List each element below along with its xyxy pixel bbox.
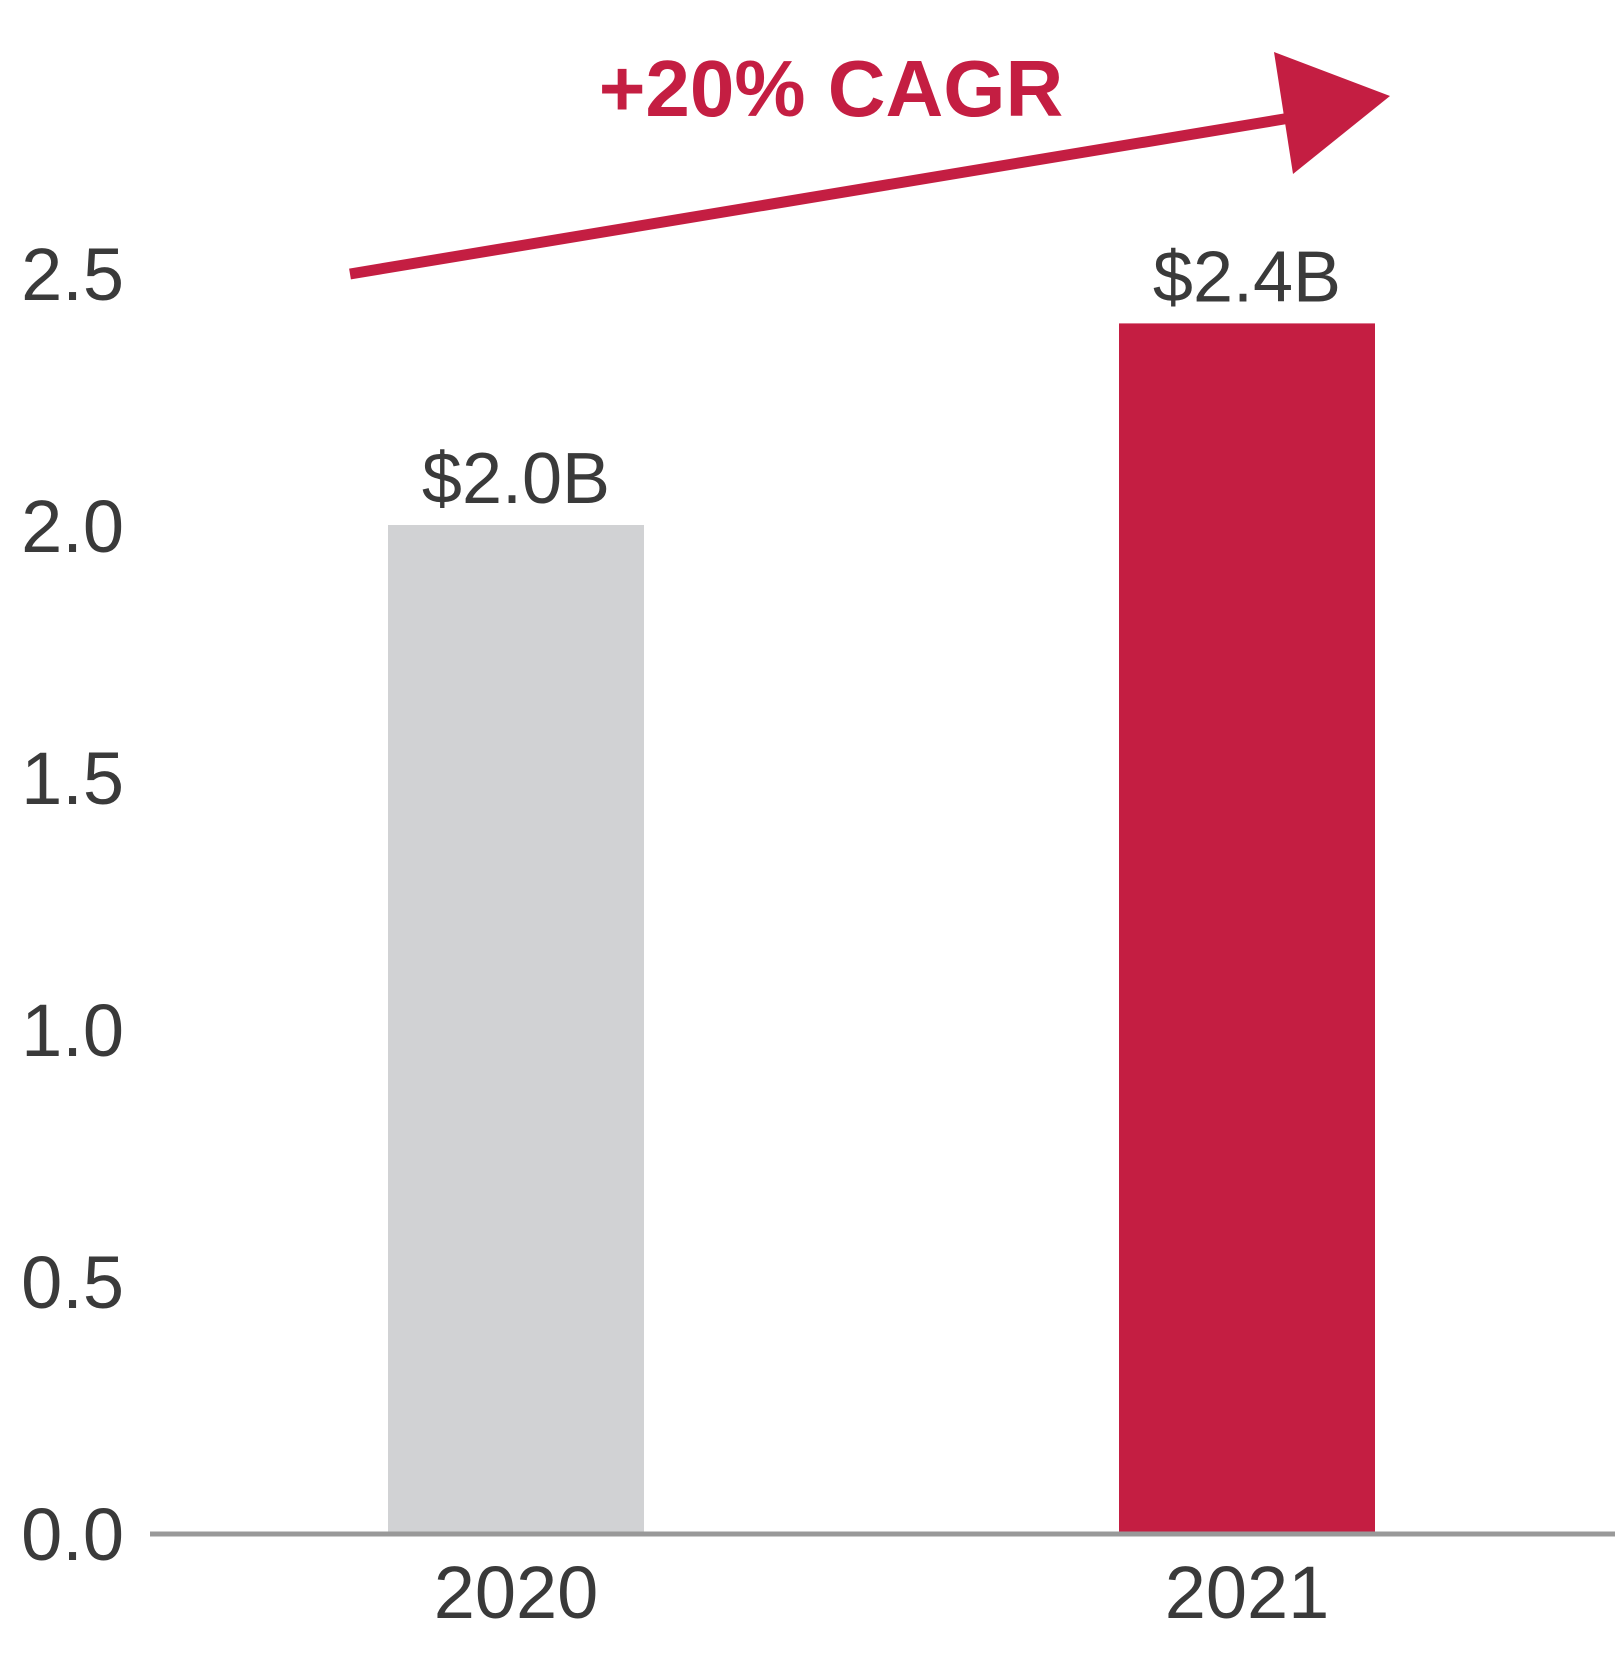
y-tick-label: 0.0 (21, 1493, 124, 1576)
x-tick-label: 2020 (434, 1551, 599, 1634)
y-tick-label: 0.5 (21, 1241, 124, 1324)
bar-2020 (388, 525, 644, 1533)
x-axis-labels: 2020 2021 (434, 1551, 1330, 1634)
cagr-arrow-head-icon (1274, 52, 1390, 174)
y-tick-label: 1.0 (21, 989, 124, 1072)
cagr-arrow-shaft (349, 112, 1291, 280)
bar-2021 (1119, 323, 1375, 1533)
data-label: $2.4B (1153, 237, 1341, 317)
y-tick-label: 1.5 (21, 737, 124, 820)
y-tick-label: 2.5 (21, 233, 124, 316)
data-label: $2.0B (422, 439, 610, 519)
data-labels: $2.0B $2.4B (422, 237, 1341, 519)
bars (388, 323, 1375, 1533)
y-axis-ticks: 0.0 0.5 1.0 1.5 2.0 2.5 (21, 233, 124, 1576)
cagr-annotation: +20% CAGR (349, 44, 1390, 280)
x-tick-label: 2021 (1165, 1551, 1330, 1634)
cagr-label: +20% CAGR (599, 44, 1064, 133)
y-tick-label: 2.0 (21, 485, 124, 568)
